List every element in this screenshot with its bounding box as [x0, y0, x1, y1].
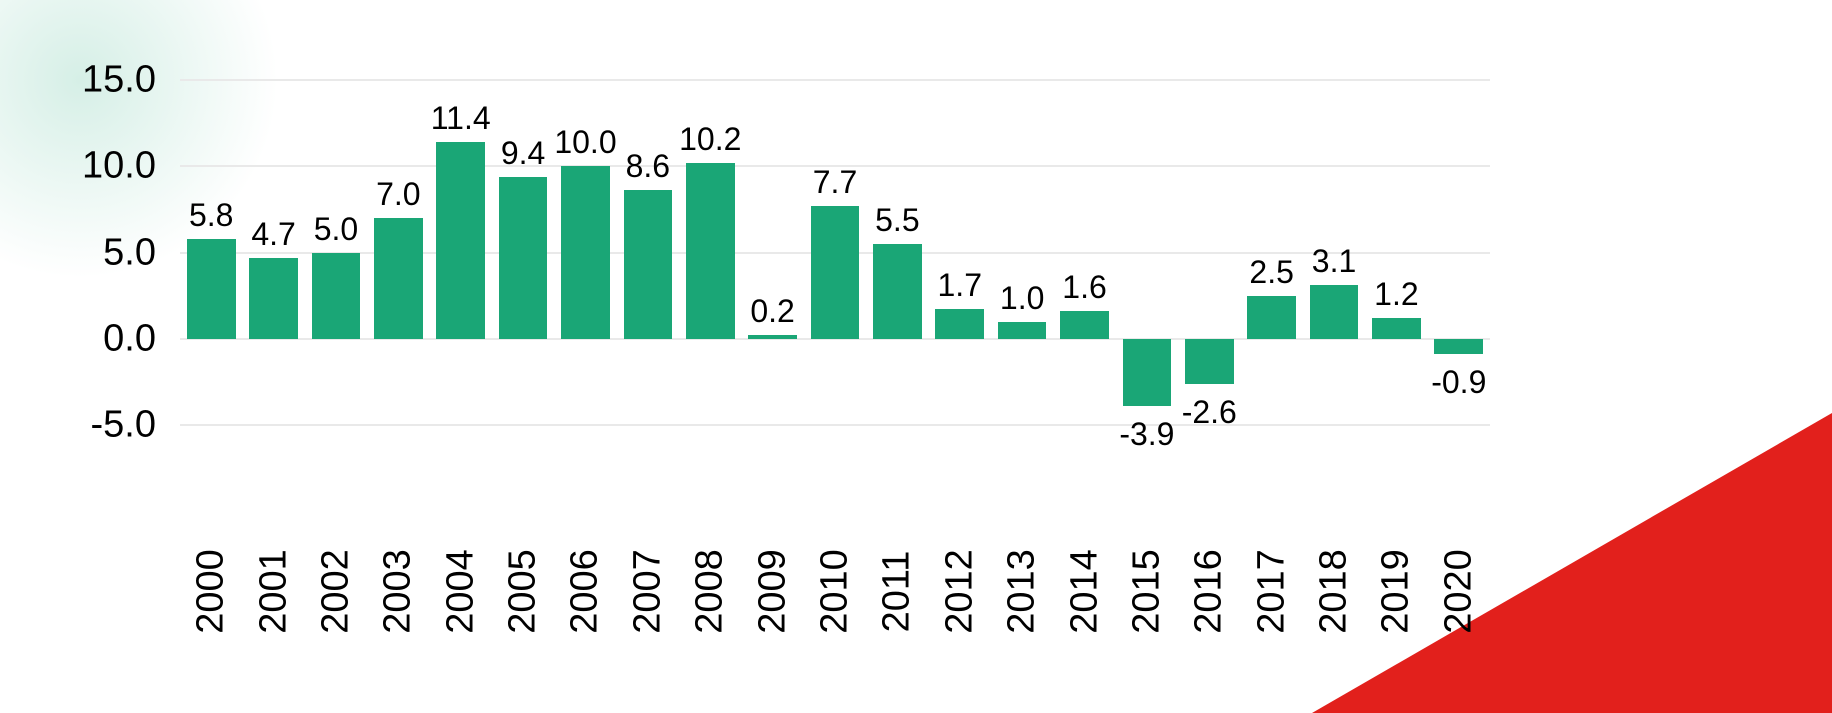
bar	[312, 253, 361, 339]
x-axis-tick-label: 2011	[876, 551, 919, 633]
x-axis-tick-label: 2020	[1437, 549, 1480, 634]
bar	[187, 239, 236, 339]
y-axis-tick-label: 15.0	[82, 59, 156, 102]
bar	[1123, 339, 1172, 406]
bar-value-label: 7.7	[813, 164, 857, 201]
x-axis-tick-label: 2006	[564, 549, 607, 634]
bar	[748, 335, 797, 338]
bar	[624, 190, 673, 338]
bar-value-label: 8.6	[626, 148, 670, 185]
x-axis-tick-label: 2010	[814, 549, 857, 634]
y-axis-tick-label: 5.0	[103, 231, 156, 274]
bar-value-label: 5.0	[314, 211, 358, 248]
x-axis-tick-label: 2003	[377, 549, 420, 634]
bar-value-label: 3.1	[1312, 243, 1356, 280]
y-axis-tick-label: 10.0	[82, 145, 156, 188]
bar-value-label: 7.0	[376, 176, 420, 213]
bar-value-label: -2.6	[1182, 394, 1237, 431]
x-axis-tick-label: 2012	[938, 549, 981, 634]
bar	[374, 218, 423, 339]
bar	[1310, 285, 1359, 338]
bar-value-label: 5.5	[875, 202, 919, 239]
x-axis-tick-label: 2013	[1001, 549, 1044, 634]
bar-value-label: 5.8	[189, 197, 233, 234]
bar	[1372, 318, 1421, 339]
x-axis-tick-label: 2018	[1313, 549, 1356, 634]
x-axis-tick-label: 2004	[439, 549, 482, 634]
x-axis-tick-label: 2002	[314, 549, 357, 634]
bar-value-label: 1.7	[938, 267, 982, 304]
bar-value-label: 1.0	[1000, 280, 1044, 317]
bar	[1434, 339, 1483, 355]
bar-value-label: 0.2	[750, 293, 794, 330]
bar	[436, 142, 485, 339]
y-axis-tick-label: -5.0	[91, 404, 156, 447]
x-axis-tick-label: 2015	[1125, 549, 1168, 634]
x-axis-tick-label: 2007	[626, 549, 669, 634]
x-axis-tick-label: 2008	[689, 549, 732, 634]
x-axis-tick-label: 2014	[1063, 549, 1106, 634]
gridline	[180, 424, 1490, 426]
bar-value-label: 10.2	[679, 121, 741, 158]
bar	[811, 206, 860, 339]
x-axis-tick-label: 2017	[1250, 549, 1293, 634]
bar	[873, 244, 922, 339]
bar	[935, 309, 984, 338]
bar	[998, 322, 1047, 339]
bar	[561, 166, 610, 339]
bar-value-label: 9.4	[501, 135, 545, 172]
bar-value-label: 1.6	[1062, 269, 1106, 306]
bar-chart: -5.00.05.010.015.05.820004.720015.020027…	[180, 80, 1490, 425]
x-axis-tick-label: 2001	[252, 549, 295, 634]
x-axis-tick-label: 2019	[1375, 549, 1418, 634]
x-axis-tick-label: 2005	[502, 549, 545, 634]
bar	[686, 163, 735, 339]
bar	[249, 258, 298, 339]
bar-value-label: 4.7	[251, 216, 295, 253]
gridline	[180, 79, 1490, 81]
plot-area: -5.00.05.010.015.05.820004.720015.020027…	[180, 80, 1490, 425]
bar	[1060, 311, 1109, 339]
bar-value-label: 2.5	[1249, 254, 1293, 291]
x-axis-tick-label: 2009	[751, 549, 794, 634]
bar-value-label: 1.2	[1374, 276, 1418, 313]
bar	[1247, 296, 1296, 339]
bar-value-label: 10.0	[554, 124, 616, 161]
bar	[1185, 339, 1234, 384]
y-axis-tick-label: 0.0	[103, 317, 156, 360]
bar-value-label: -0.9	[1431, 364, 1486, 401]
bar-value-label: -3.9	[1119, 416, 1174, 453]
bar	[499, 177, 548, 339]
x-axis-tick-label: 2000	[190, 549, 233, 634]
bar-value-label: 11.4	[431, 100, 491, 137]
x-axis-tick-label: 2016	[1188, 549, 1231, 634]
